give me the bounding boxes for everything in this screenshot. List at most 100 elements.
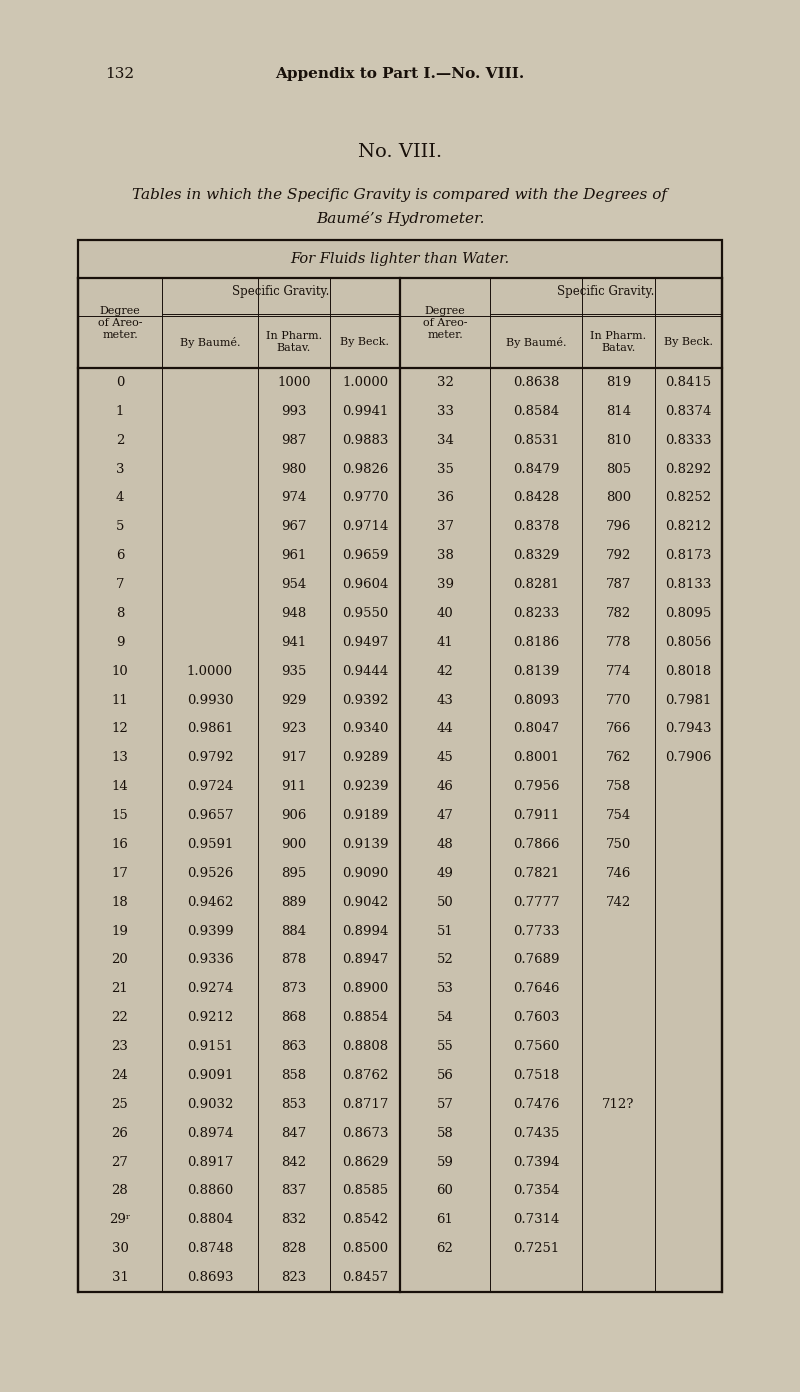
Text: 8: 8 [116, 607, 124, 619]
Text: 974: 974 [282, 491, 306, 504]
Text: 47: 47 [437, 809, 454, 823]
Text: 26: 26 [111, 1126, 129, 1140]
Text: 792: 792 [606, 550, 631, 562]
Text: 0.8093: 0.8093 [513, 693, 559, 707]
Text: 0.8281: 0.8281 [513, 578, 559, 592]
Text: 0.9274: 0.9274 [187, 983, 233, 995]
Text: 0.7733: 0.7733 [513, 924, 559, 938]
Text: 0.8762: 0.8762 [342, 1069, 388, 1082]
Text: 929: 929 [282, 693, 306, 707]
Text: 0.8693: 0.8693 [186, 1271, 234, 1283]
Text: 935: 935 [282, 665, 306, 678]
Text: For Fluids lighter than Water.: For Fluids lighter than Water. [290, 252, 510, 266]
Text: 0.9090: 0.9090 [342, 867, 388, 880]
Text: By Baumé.: By Baumé. [506, 337, 566, 348]
Text: 13: 13 [111, 752, 129, 764]
Text: 0.8808: 0.8808 [342, 1040, 388, 1054]
Text: 0.8500: 0.8500 [342, 1242, 388, 1256]
Text: 0: 0 [116, 376, 124, 388]
Text: 42: 42 [437, 665, 454, 678]
Text: 0.7435: 0.7435 [513, 1126, 559, 1140]
Text: 21: 21 [112, 983, 128, 995]
Text: 0.8428: 0.8428 [513, 491, 559, 504]
Text: 0.7476: 0.7476 [513, 1098, 559, 1111]
Text: 1.0000: 1.0000 [187, 665, 233, 678]
Text: 900: 900 [282, 838, 306, 851]
Text: 0.8457: 0.8457 [342, 1271, 388, 1283]
Text: 48: 48 [437, 838, 454, 851]
Text: 23: 23 [111, 1040, 129, 1054]
Text: 0.7906: 0.7906 [666, 752, 712, 764]
Text: 0.8585: 0.8585 [342, 1185, 388, 1197]
Text: 12: 12 [112, 722, 128, 735]
Text: 0.7394: 0.7394 [513, 1155, 559, 1168]
Text: 0.7981: 0.7981 [666, 693, 712, 707]
Text: 0.8415: 0.8415 [666, 376, 711, 388]
Text: 0.8947: 0.8947 [342, 954, 388, 966]
Text: 0.9724: 0.9724 [187, 780, 233, 793]
Text: 1: 1 [116, 405, 124, 418]
Text: 24: 24 [112, 1069, 128, 1082]
Text: 0.8974: 0.8974 [187, 1126, 233, 1140]
Text: 0.8233: 0.8233 [513, 607, 559, 619]
Text: 0.7560: 0.7560 [513, 1040, 559, 1054]
Text: 0.9392: 0.9392 [342, 693, 388, 707]
Text: 52: 52 [437, 954, 454, 966]
Text: 46: 46 [437, 780, 454, 793]
Text: 7: 7 [116, 578, 124, 592]
Text: 0.7943: 0.7943 [666, 722, 712, 735]
Text: 0.9032: 0.9032 [187, 1098, 233, 1111]
Text: 0.7866: 0.7866 [513, 838, 559, 851]
Text: 14: 14 [112, 780, 128, 793]
Text: Tables in which the Specific Gravity is compared with the Degrees of: Tables in which the Specific Gravity is … [133, 188, 667, 202]
Text: Appendix to Part I.—No. VIII.: Appendix to Part I.—No. VIII. [275, 67, 525, 81]
Text: 43: 43 [437, 693, 454, 707]
Text: Degree
of Areo-
meter.: Degree of Areo- meter. [98, 306, 142, 340]
Text: 980: 980 [282, 462, 306, 476]
Text: 967: 967 [282, 521, 306, 533]
Text: 0.9399: 0.9399 [186, 924, 234, 938]
Text: 0.8748: 0.8748 [187, 1242, 233, 1256]
Text: 923: 923 [282, 722, 306, 735]
Text: In Pharm.
Batav.: In Pharm. Batav. [266, 331, 322, 352]
Text: 0.8917: 0.8917 [187, 1155, 233, 1168]
Text: 1000: 1000 [278, 376, 310, 388]
Text: 0.8717: 0.8717 [342, 1098, 388, 1111]
Text: 917: 917 [282, 752, 306, 764]
Text: Baumé’s Hydrometer.: Baumé’s Hydrometer. [316, 210, 484, 226]
Text: 22: 22 [112, 1011, 128, 1025]
Text: Degree
of Areo-
meter.: Degree of Areo- meter. [422, 306, 467, 340]
Text: 0.7314: 0.7314 [513, 1214, 559, 1226]
Text: 863: 863 [282, 1040, 306, 1054]
Text: 837: 837 [282, 1185, 306, 1197]
Text: 0.7354: 0.7354 [513, 1185, 559, 1197]
Text: 746: 746 [606, 867, 631, 880]
Text: 31: 31 [111, 1271, 129, 1283]
Text: 810: 810 [606, 434, 631, 447]
Bar [78, 239, 722, 1292]
Text: 4: 4 [116, 491, 124, 504]
Text: 9: 9 [116, 636, 124, 649]
Text: 906: 906 [282, 809, 306, 823]
Text: 49: 49 [437, 867, 454, 880]
Text: 0.9336: 0.9336 [186, 954, 234, 966]
Text: 33: 33 [437, 405, 454, 418]
Text: 28: 28 [112, 1185, 128, 1197]
Text: 61: 61 [437, 1214, 454, 1226]
Text: 0.8994: 0.8994 [342, 924, 388, 938]
Text: 0.9591: 0.9591 [187, 838, 233, 851]
Text: 45: 45 [437, 752, 454, 764]
Text: 993: 993 [282, 405, 306, 418]
Text: 40: 40 [437, 607, 454, 619]
Text: 6: 6 [116, 550, 124, 562]
Text: 832: 832 [282, 1214, 306, 1226]
Text: 0.7911: 0.7911 [513, 809, 559, 823]
Text: 0.8329: 0.8329 [513, 550, 559, 562]
Text: 0.7646: 0.7646 [513, 983, 559, 995]
Text: 0.8186: 0.8186 [513, 636, 559, 649]
Text: 50: 50 [437, 895, 454, 909]
Text: 0.8860: 0.8860 [187, 1185, 233, 1197]
Text: 0.9604: 0.9604 [342, 578, 388, 592]
Text: 0.9826: 0.9826 [342, 462, 388, 476]
Text: 30: 30 [111, 1242, 129, 1256]
